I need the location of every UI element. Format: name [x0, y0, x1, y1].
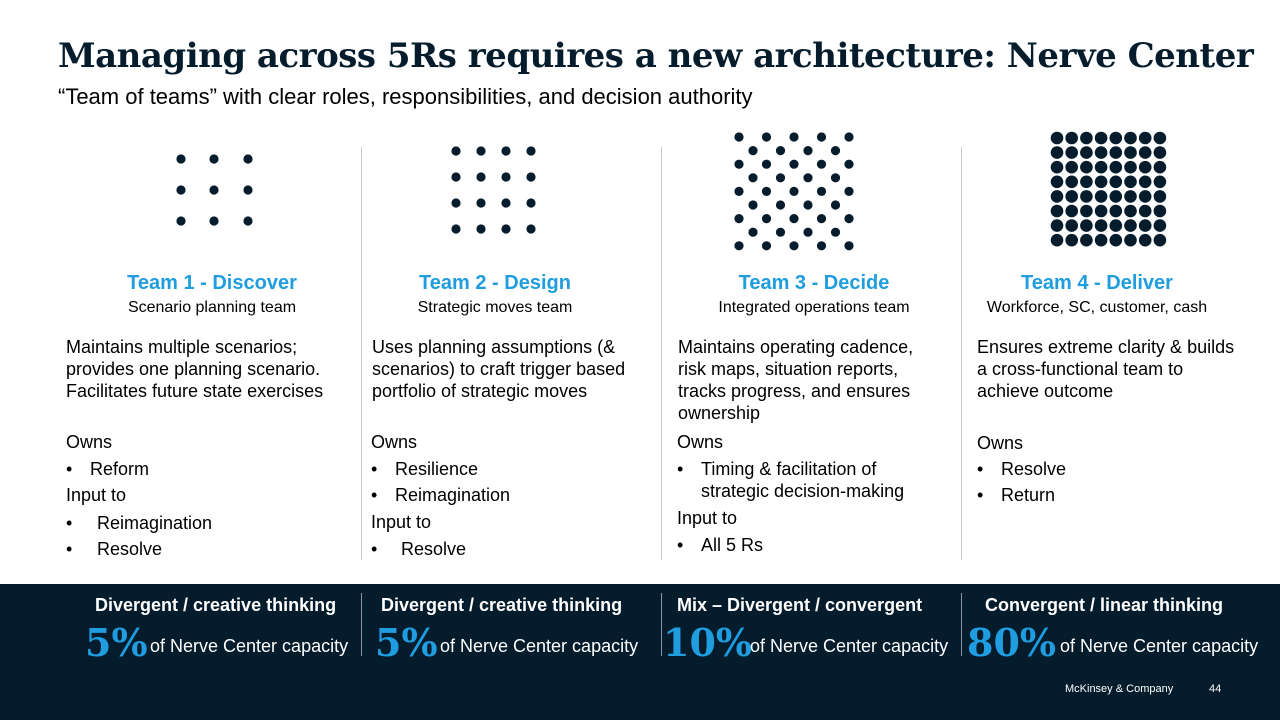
team-4-description: Ensures extreme clarity & builds a cross… — [977, 337, 1235, 401]
slide-subtitle: “Team of teams” with clear roles, respon… — [58, 84, 753, 109]
capacity-percent: 5% — [85, 620, 148, 665]
bullet-icon: • — [66, 513, 73, 533]
team-3-input-label: Input to — [677, 508, 738, 528]
bullet-icon: • — [66, 539, 73, 559]
dot-grid-staggered-icon — [734, 132, 854, 251]
team-4-name: Team 4 - Deliver — [1021, 272, 1173, 294]
capacity-percent: 80% — [967, 620, 1056, 665]
team-2-input-label: Input to — [371, 512, 432, 532]
team-3-column: Team 3 - Decide Integrated operations te… — [664, 130, 964, 570]
team-4-dot-grid — [1050, 131, 1167, 247]
capacity-text: of Nerve Center capacity — [1060, 636, 1259, 656]
footer-column-1: Divergent / creative thinking 5% of Nerv… — [70, 584, 370, 720]
footer-column-2: Divergent / creative thinking 5% of Nerv… — [362, 584, 662, 720]
capacity-text: of Nerve Center capacity — [750, 636, 949, 656]
capacity-text: of Nerve Center capacity — [440, 636, 639, 656]
bullet-icon: • — [677, 535, 684, 555]
team-4-subtitle: Workforce, SC, customer, cash — [986, 299, 1208, 316]
footer-column-3: Mix – Divergent / convergent 10% of Nerv… — [662, 584, 962, 720]
team-3-name: Team 3 - Decide — [738, 272, 890, 294]
team-2-subtitle: Strategic moves team — [417, 299, 573, 316]
footer-divider — [961, 593, 962, 656]
bullet-icon: • — [977, 459, 984, 479]
slide-title: Managing across 5Rs requires a new archi… — [58, 36, 1254, 76]
team-2-description: Uses planning assumptions (& scenarios) … — [372, 337, 626, 401]
capacity-percent: 5% — [375, 620, 438, 665]
capacity-percent: 10% — [663, 620, 752, 665]
bullet-icon: • — [977, 485, 984, 505]
column-divider — [661, 147, 662, 560]
team-1-owns-label: Owns — [66, 432, 113, 452]
team-1-input-label: Input to — [66, 485, 127, 505]
team-1-column: Team 1 - Discover Scenario planning team… — [62, 130, 362, 570]
footer-heading: Mix – Divergent / convergent — [677, 595, 923, 615]
bullet-icon: • — [371, 485, 378, 505]
footer-heading: Convergent / linear thinking — [985, 595, 1224, 615]
team-2-column: Team 2 - Design Strategic moves team Use… — [345, 130, 645, 570]
capacity-footer: Divergent / creative thinking 5% of Nerv… — [0, 584, 1280, 720]
dot-grid-4x4-icon — [451, 146, 536, 234]
team-3-description: Maintains operating cadence, risk maps, … — [678, 337, 914, 423]
footer-heading: Divergent / creative thinking — [381, 595, 623, 615]
team-1-description: Maintains multiple scenarios; provides o… — [66, 337, 324, 401]
capacity-text: of Nerve Center capacity — [150, 636, 349, 656]
team-1-dot-grid — [176, 154, 253, 226]
team-1-subtitle: Scenario planning team — [127, 299, 297, 316]
dot-grid-3x3-icon — [176, 154, 253, 226]
team-2-name: Team 2 - Design — [419, 272, 571, 294]
page-number: 44 — [1209, 683, 1222, 695]
team-3-dot-grid — [734, 132, 854, 251]
team-3-owns-label: Owns — [677, 432, 724, 452]
team-4-column: Team 4 - Deliver Workforce, SC, customer… — [962, 130, 1234, 570]
column-divider — [361, 147, 362, 560]
column-divider — [961, 147, 962, 560]
footer-divider — [661, 593, 662, 656]
bullet-icon: • — [66, 459, 73, 479]
team-4-owns-label: Owns — [977, 433, 1024, 453]
footer-heading: Divergent / creative thinking — [95, 595, 337, 615]
team-3-subtitle: Integrated operations team — [718, 299, 910, 316]
brand-name: McKinsey & Company — [1065, 683, 1174, 695]
footer-column-4: Convergent / linear thinking 80% of Nerv… — [962, 584, 1280, 720]
bullet-icon: • — [371, 459, 378, 479]
team-2-dot-grid — [451, 146, 536, 234]
footer-divider — [361, 593, 362, 656]
bullet-icon: • — [677, 459, 684, 479]
bullet-icon: • — [371, 539, 378, 559]
team-2-owns-label: Owns — [371, 432, 418, 452]
team-1-name: Team 1 - Discover — [127, 272, 297, 294]
dot-grid-8x8-icon — [1050, 131, 1167, 247]
